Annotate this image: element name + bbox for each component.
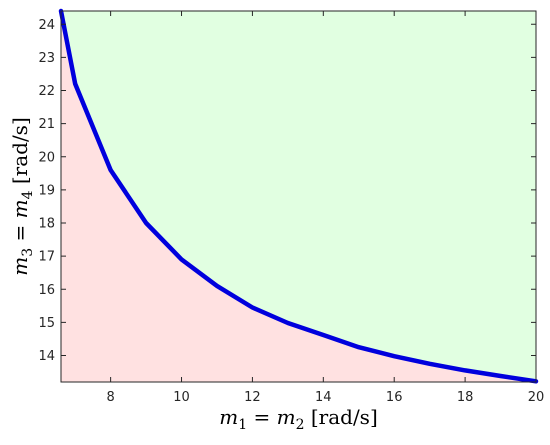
x-tick-label: 10 — [173, 390, 190, 405]
y-tick-label: 20 — [38, 150, 55, 165]
x-tick-label: 8 — [106, 390, 114, 405]
feasible-region-above — [61, 11, 536, 382]
y-tick-label: 17 — [38, 250, 55, 265]
y-tick-label: 19 — [38, 183, 55, 198]
y-axis-label-m3: m — [8, 257, 32, 276]
y-tick-label: 23 — [38, 51, 55, 66]
x-tick-label: 20 — [528, 390, 545, 405]
x-axis-label-sub2: 2 — [296, 417, 305, 433]
y-axis-label-m4: m — [8, 199, 32, 218]
axes-frame — [60, 10, 537, 383]
x-tick-label: 12 — [244, 390, 261, 405]
y-axis-label-sub2: 4 — [20, 190, 36, 199]
y-tick-label: 21 — [38, 117, 55, 132]
x-tick-label: 16 — [386, 390, 403, 405]
x-axis-ticks: 8 10 12 14 16 18 20 — [106, 11, 544, 405]
y-axis-label-op: = — [8, 218, 32, 247]
infeasible-region-below — [61, 11, 536, 382]
y-tick-label: 22 — [38, 84, 55, 99]
x-axis-label-sub1: 1 — [238, 417, 247, 433]
x-tick-label: 18 — [457, 390, 474, 405]
y-tick-label: 15 — [38, 316, 55, 331]
y-tick-label: 16 — [38, 283, 55, 298]
x-tick-label: 14 — [315, 390, 332, 405]
x-axis-label-m2: m — [277, 405, 296, 429]
y-tick-label: 18 — [38, 217, 55, 232]
x-axis-label-op: = — [247, 405, 276, 429]
y-tick-label: 14 — [38, 349, 55, 364]
y-axis-label-unit: [rad/s] — [8, 117, 32, 190]
y-tick-label: 24 — [38, 18, 55, 33]
y-axis-label: m3 = m4 [rad/s] — [8, 117, 36, 276]
x-axis-label-m1: m — [219, 405, 238, 429]
y-axis-ticks: 14 15 16 17 18 19 20 21 22 23 24 — [38, 18, 536, 364]
y-axis-label-sub1: 3 — [20, 248, 36, 257]
boundary-curve — [58, 8, 539, 384]
x-axis-label: m1 = m2 [rad/s] — [219, 405, 378, 433]
x-axis-label-unit: [rad/s] — [305, 405, 378, 429]
